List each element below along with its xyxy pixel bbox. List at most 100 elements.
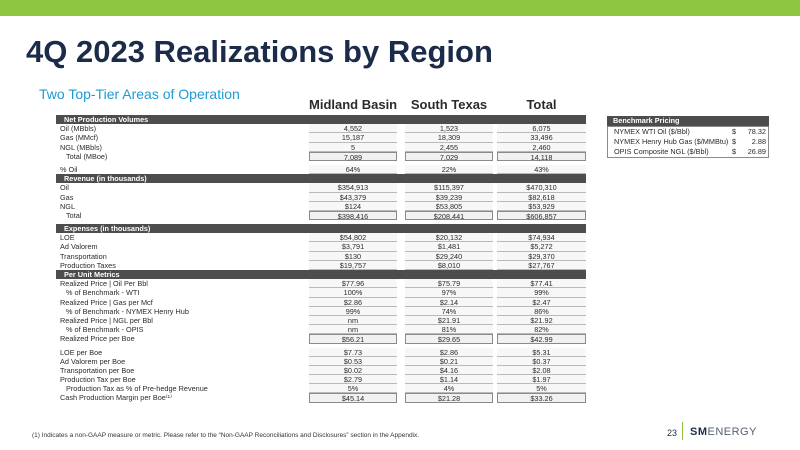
- table-row: Transportation per Boe $0.02 $4.16 $2.08: [56, 365, 586, 376]
- row-label: Gas (MMcf): [60, 133, 99, 143]
- column-header-south-texas: South Texas: [410, 97, 488, 112]
- total-value: $21.92: [497, 315, 586, 326]
- benchmark-pricing-title: Benchmark Pricing: [607, 116, 769, 126]
- midland-value: $45.14: [309, 393, 397, 403]
- midland-value: $56.21: [309, 334, 397, 344]
- table-row: Total (MBoe) 7,089 7,029 14,118: [56, 151, 586, 162]
- total-value: $74,934: [497, 233, 586, 243]
- table-row: Gas $43,379 $39,239 $82,618: [56, 192, 586, 202]
- midland-value: $0.02: [309, 365, 397, 376]
- row-label: Gas: [60, 192, 74, 202]
- benchmark-label: NYMEX Henry Hub Gas ($/MMBtu): [614, 136, 729, 146]
- row-label: Realized Price | Oil Per Bbl: [60, 279, 148, 289]
- top-accent-bar: [0, 0, 800, 16]
- table-row: LOE per Boe $7.73 $2.86 $5.31: [56, 347, 586, 357]
- row-label: Production Taxes: [60, 260, 116, 270]
- south-texas-value: 97%: [405, 288, 493, 298]
- total-value: $606,857: [497, 210, 586, 221]
- midland-value: nm: [309, 325, 397, 335]
- south-texas-value: 4%: [405, 384, 493, 394]
- midland-value: 15,187: [309, 133, 397, 143]
- total-value: [497, 174, 586, 184]
- midland-value: 4,552: [309, 124, 397, 134]
- total-value: 33,496: [497, 133, 586, 143]
- row-label: NGL: [60, 201, 76, 211]
- row-label: LOE: [60, 233, 75, 243]
- column-header-total: Total: [526, 97, 557, 112]
- row-label: Oil: [60, 183, 69, 193]
- row-label: LOE per Boe: [60, 347, 103, 357]
- south-texas-value: 22%: [405, 164, 493, 175]
- total-value: [497, 115, 586, 125]
- table-row: Ad Valorem $3,791 $1,481 $5,272: [56, 242, 586, 252]
- midland-value: [309, 115, 397, 125]
- midland-value: [309, 270, 397, 280]
- south-texas-value: $21.91: [405, 315, 493, 326]
- row-label: % of Benchmark - OPIS: [66, 325, 144, 335]
- total-value: $53,929: [497, 201, 586, 211]
- total-value: [497, 224, 586, 234]
- south-texas-value: $8,010: [405, 260, 493, 270]
- midland-value: 100%: [309, 288, 397, 298]
- table-row: Oil (MBbls) 4,552 1,523 6,075: [56, 124, 586, 134]
- benchmark-label: OPIS Composite NGL ($/Bbl): [614, 146, 709, 156]
- south-texas-value: $29.65: [405, 334, 493, 344]
- midland-value: $54,802: [309, 233, 397, 243]
- south-texas-value: 7,029: [405, 151, 493, 162]
- table-row: Realized Price | Oil Per Bbl $77.96 $75.79…: [56, 279, 586, 289]
- benchmark-value: 78.32: [747, 126, 766, 136]
- table-row: Transportation $130 $29,240 $29,370: [56, 251, 586, 261]
- row-label: Production Tax as % of Pre-hedge Revenue: [66, 384, 208, 394]
- table-row: Gas (MMcf) 15,187 18,309 33,496: [56, 133, 586, 143]
- row-label: Ad Valorem per Boe: [60, 356, 126, 366]
- row-label: Oil (MBbls): [60, 124, 97, 134]
- south-texas-value: 1,523: [405, 124, 493, 134]
- midland-value: nm: [309, 315, 397, 326]
- section-label: Per Unit Metrics: [64, 270, 120, 279]
- south-texas-value: $21.28: [405, 393, 493, 403]
- page-number: 23: [667, 428, 678, 438]
- table-row: Realized Price | Gas per Mcf $2.86 $2.14 $2…: [56, 297, 586, 307]
- total-value: 2,460: [497, 142, 586, 152]
- total-value: $82,618: [497, 192, 586, 202]
- table-row: Production Taxes $19,757 $8,010 $27,767: [56, 260, 586, 270]
- south-texas-value: 2,455: [405, 142, 493, 152]
- midland-value: $2.79: [309, 375, 397, 385]
- footer-divider: [682, 422, 683, 440]
- midland-value: $130: [309, 251, 397, 261]
- total-value: $0.37: [497, 356, 586, 366]
- table-row: Production Tax as % of Pre-hedge Revenue…: [56, 384, 586, 394]
- south-texas-value: $1,481: [405, 242, 493, 252]
- section-label: Net Production Volumes: [64, 115, 149, 124]
- row-label: Realized Price per Boe: [60, 334, 135, 344]
- page-title: 4Q 2023 Realizations by Region: [26, 34, 493, 69]
- total-value: $470,310: [497, 183, 586, 193]
- total-value: 86%: [497, 306, 586, 316]
- section-header-row: Per Unit Metrics: [56, 270, 586, 280]
- midland-value: $398,416: [309, 210, 397, 221]
- total-value: 43%: [497, 164, 586, 175]
- row-label: Transportation per Boe: [60, 365, 135, 375]
- midland-value: 64%: [309, 164, 397, 175]
- table-row: Ad Valorem per Boe $0.53 $0.21 $0.37: [56, 356, 586, 366]
- benchmark-currency: $: [732, 126, 737, 136]
- logo-wordmark: ENERGY: [707, 426, 757, 438]
- midland-value: $19,757: [309, 260, 397, 270]
- row-label: Transportation: [60, 251, 107, 261]
- total-value: $77.41: [497, 279, 586, 289]
- table-row: % Oil 64% 22% 43%: [56, 164, 586, 175]
- row-label: NGL (MBbls): [60, 142, 102, 152]
- section-header-row: Expenses (in thousands): [56, 224, 586, 234]
- row-label: Cash Production Margin per Boe⁽¹⁾: [60, 393, 172, 403]
- south-texas-value: $39,239: [405, 192, 493, 202]
- realizations-table: Net Production Volumes Oil (MBbls) 4,552 1,…: [56, 115, 586, 403]
- benchmark-pricing-body: NYMEX WTI Oil ($/Bbl) $78.32 NYMEX Henry H…: [607, 125, 769, 158]
- table-row: % of Benchmark - WTI 100% 97% 99%: [56, 288, 586, 298]
- page-subtitle: Two Top-Tier Areas of Operation: [39, 86, 240, 102]
- midland-value: [309, 174, 397, 184]
- row-label: Total: [66, 210, 82, 220]
- midland-value: $124: [309, 201, 397, 211]
- total-value: 6,075: [497, 124, 586, 134]
- total-value: 82%: [497, 325, 586, 335]
- footnote: (1) Indicates a non-GAAP measure or metr…: [32, 432, 420, 439]
